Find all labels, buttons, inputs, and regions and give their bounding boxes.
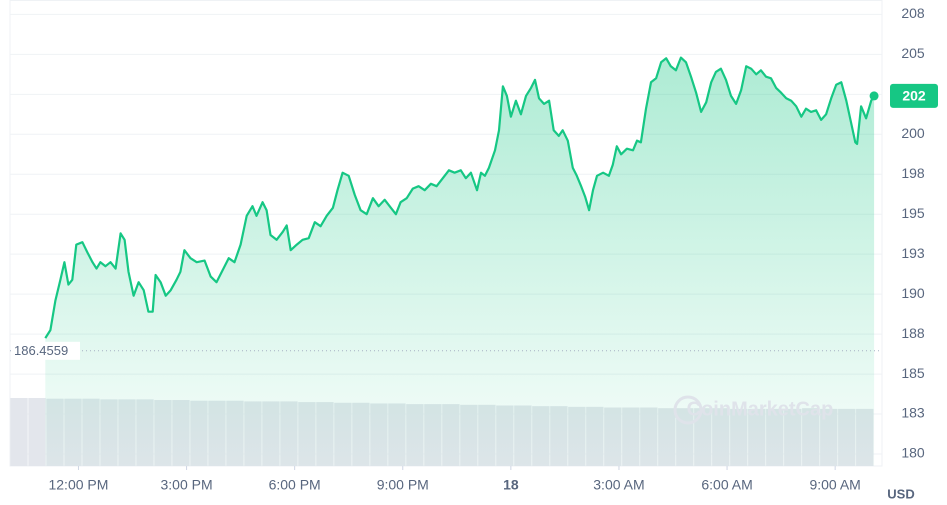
y-tick-label: 185 (901, 365, 925, 381)
watermark-logo (673, 395, 703, 425)
volume-bar (28, 398, 46, 466)
x-tick-label: 6:00 AM (701, 477, 752, 493)
x-tick-label: 6:00 PM (269, 477, 321, 493)
y-tick-label: 198 (901, 165, 925, 181)
x-tick-label: 3:00 PM (160, 477, 212, 493)
current-price-label: 202 (902, 88, 926, 104)
current-price-dot (869, 91, 879, 101)
volume-bar (10, 398, 28, 466)
y-tick-label: 190 (901, 285, 925, 301)
x-tick-label: 18 (503, 477, 519, 493)
price-area (45, 57, 875, 466)
x-tick-label: 9:00 PM (377, 477, 429, 493)
y-tick-label: 188 (901, 325, 925, 341)
y-tick-label: 208 (901, 5, 925, 21)
y-tick-label: 200 (901, 125, 925, 141)
reference-label-bg (12, 341, 80, 360)
y-tick-label: 183 (901, 405, 925, 421)
price-line (44, 56, 876, 339)
x-tick-label: 3:00 AM (593, 477, 644, 493)
y-tick-label: 180 (901, 445, 925, 461)
currency-label: USD (887, 486, 914, 501)
y-tick-label: 193 (901, 245, 925, 261)
watermark: CoinMarketCap (687, 398, 834, 420)
x-tick-label: 12:00 PM (48, 477, 108, 493)
y-tick-label: 195 (901, 205, 925, 221)
x-tick-label: 9:00 AM (809, 477, 860, 493)
current-price-badge (890, 83, 938, 108)
y-tick-label: 205 (901, 45, 925, 61)
reference-label: 186.4559 (14, 343, 68, 358)
